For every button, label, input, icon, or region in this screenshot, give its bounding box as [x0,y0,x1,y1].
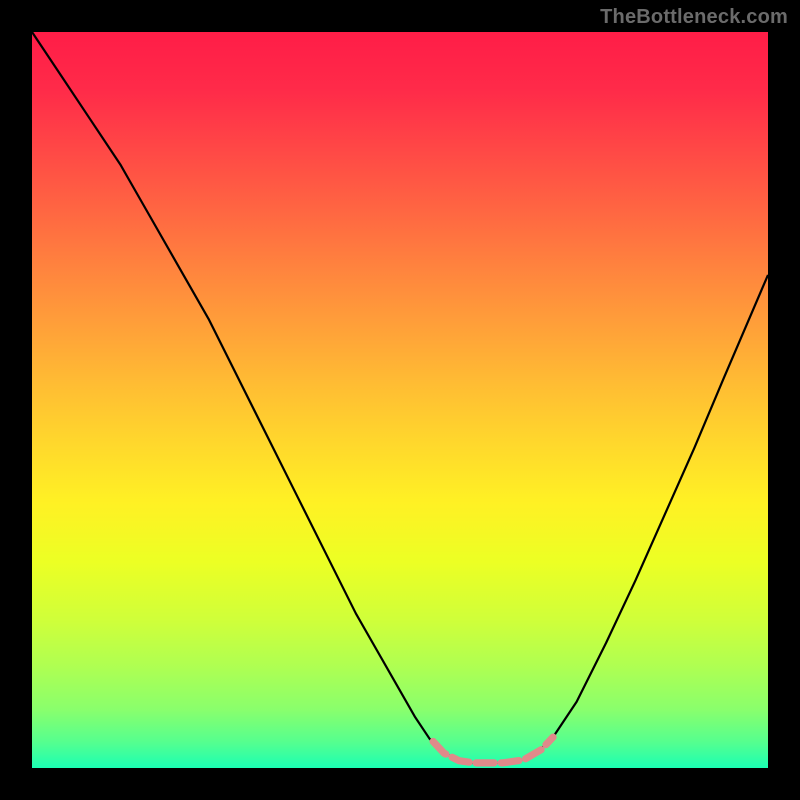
bottleneck-chart-svg [0,0,800,800]
plot-background [32,32,768,768]
chart-container: TheBottleneck.com [0,0,800,800]
watermark-text: TheBottleneck.com [600,6,788,29]
